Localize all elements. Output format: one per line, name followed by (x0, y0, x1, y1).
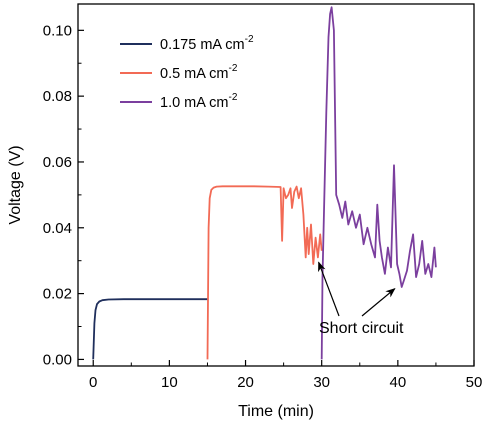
x-axis-title: Time (min) (238, 403, 314, 420)
legend-label: 1.0 mA cm-2 (160, 92, 238, 111)
x-tick-label: 10 (161, 374, 178, 391)
legend-label-superscript: -2 (245, 34, 254, 45)
legend-label-superscript: -2 (229, 63, 238, 74)
ticks-layer: 0 10 20 30 40 50 0.00 0.02 0.04 0.06 0.08 0.10 (43, 22, 483, 391)
legend-label-superscript: -2 (229, 92, 238, 103)
series-line-1 (92, 298, 208, 360)
plot-frame (77, 3, 475, 367)
series-line-3 (320, 6, 437, 360)
y-tick-label: 0.10 (43, 22, 72, 39)
legend-label: 0.175 mA cm-2 (160, 34, 254, 53)
legend: 0.175 mA cm-2 0.5 mA cm-2 1.0 mA cm-2 (120, 34, 254, 111)
series-line-2 (206, 185, 323, 360)
x-tick-label: 40 (390, 374, 407, 391)
annotation-label: Short circuit (319, 320, 404, 337)
annotation-arrow (361, 288, 396, 317)
x-tick-label: 30 (313, 374, 330, 391)
legend-label: 0.5 mA cm-2 (160, 63, 238, 82)
y-tick-label: 0.06 (43, 154, 72, 171)
x-tick-label: 50 (466, 374, 483, 391)
annotation-arrow (318, 261, 340, 317)
y-tick-label: 0.08 (43, 88, 72, 105)
annotation-layer: Short circuit (318, 261, 404, 337)
y-axis-title: Voltage (V) (7, 145, 24, 224)
y-tick-label: 0.04 (43, 220, 72, 237)
x-tick-label: 0 (89, 374, 97, 391)
y-tick-label: 0.00 (43, 351, 72, 368)
series-layer (92, 6, 437, 360)
x-tick-label: 20 (237, 374, 254, 391)
y-tick-label: 0.02 (43, 286, 72, 303)
